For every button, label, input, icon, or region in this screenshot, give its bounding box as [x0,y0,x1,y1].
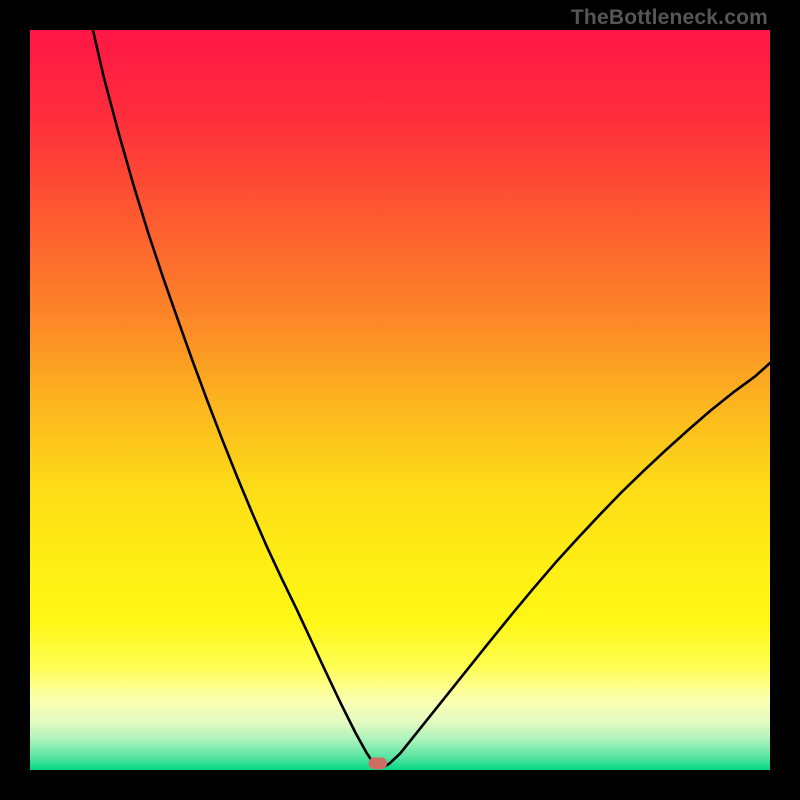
watermark-text: TheBottleneck.com [571,6,768,30]
gradient-background [30,30,770,770]
plot-area [30,30,770,770]
chart-frame: TheBottleneck.com [0,0,800,800]
optimal-point-marker [369,757,388,769]
bottleneck-curve-chart [30,30,770,770]
